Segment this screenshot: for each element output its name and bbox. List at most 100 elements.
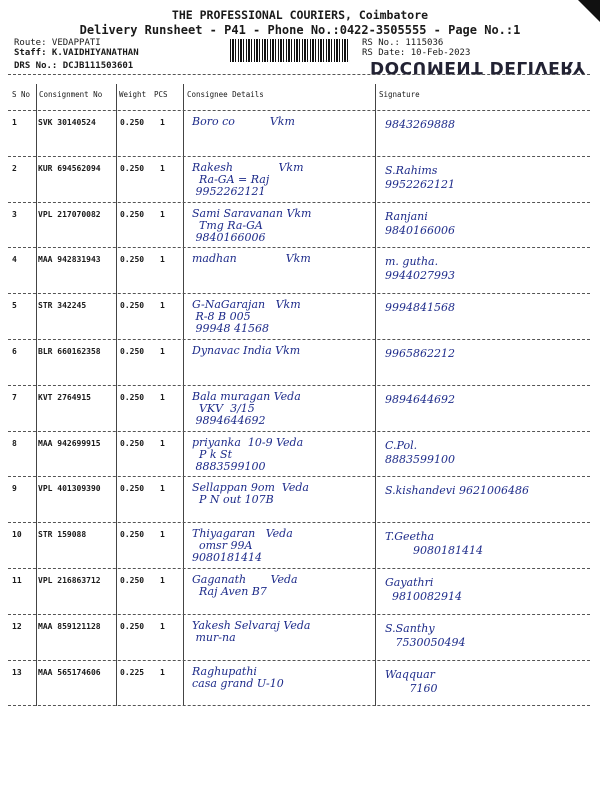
header-divider: [8, 74, 590, 75]
sno-cell: 4: [12, 255, 17, 265]
pcs-cell: 1: [160, 209, 165, 219]
row-divider: [8, 293, 590, 295]
sno-cell: 9: [12, 484, 17, 494]
consignee-details: Sellappan 9om Veda P N out 107B: [192, 481, 309, 507]
weight-cell: 0.225: [120, 667, 145, 677]
pcs-cell: 1: [160, 484, 165, 494]
weight-cell: 0.250: [120, 255, 145, 265]
consignee-details: Thiyagaran Veda omsr 99A 9080181414: [192, 527, 293, 565]
consignee-details: Sami Saravanan Vkm Tmg Ra-GA 9840166006: [192, 206, 312, 244]
table-row: 3 VPL 217070082 0.250 1 Sami Saravanan Vkm T…: [0, 202, 600, 249]
rs-number: RS No.: 1115036: [362, 38, 444, 48]
pcs-cell: 1: [160, 667, 165, 677]
route-label: Route: VEDAPPATI: [14, 38, 101, 48]
page-corner-fold: [578, 0, 600, 22]
consignee-details: priyanka 10-9 Veda P k St 8883599100: [192, 435, 304, 473]
sno-cell: 13: [12, 667, 22, 677]
consignment-cell: MAA 565174606: [38, 667, 101, 677]
weight-cell: 0.250: [120, 576, 145, 585]
signature-handwritten: 9894644692: [385, 392, 455, 406]
consignment-cell: STR 159088: [38, 530, 87, 540]
signature-handwritten: T.Geetha 9080181414: [385, 530, 483, 558]
signature-handwritten: Waqquar 7160: [385, 667, 438, 695]
header-weight: Weight: [119, 90, 147, 99]
consignee-details: Bala muragan Veda VKV 3/15 9894644692: [192, 389, 301, 427]
runsheet-subtitle: Delivery Runsheet - P41 - Phone No.:0422…: [79, 23, 521, 37]
weight-cell: 0.250: [120, 347, 145, 356]
consignee-details: Yakesh Selvaraj Veda mur-na: [192, 618, 311, 644]
row-divider: [8, 567, 590, 569]
weight-cell: 0.250: [120, 484, 145, 494]
table-row: 6 BLR 660162358 0.250 1 Dynavac India Vkm 996…: [0, 339, 600, 386]
staff-label: Staff: K.VAIDHIYANATHAN: [14, 48, 139, 58]
consignment-cell: KVT 2764915: [38, 392, 91, 402]
row-divider: [8, 613, 590, 615]
weight-cell: 0.250: [120, 163, 145, 173]
consignment-cell: MAA 942699915: [38, 438, 101, 448]
table-row: 13 MAA 565174606 0.225 1 Raghupathi casa gra…: [0, 660, 600, 707]
pcs-cell: 1: [160, 347, 165, 356]
row-divider: [8, 659, 590, 661]
signature-handwritten: m. gutha. 9944027993: [385, 255, 455, 283]
rs-date: RS Date: 10-Feb-2023: [362, 48, 471, 58]
pcs-cell: 1: [160, 163, 165, 173]
header-consignee: Consignee Details: [187, 90, 264, 99]
consignee-details: Rakesh Vkm Ra-GA = Raj 9952262121: [192, 160, 304, 198]
consignee-details: Boro co Vkm: [192, 115, 295, 128]
weight-cell: 0.250: [120, 301, 145, 311]
pcs-cell: 1: [160, 301, 165, 311]
row-divider: [8, 522, 590, 524]
header-pcs: PCS: [154, 90, 168, 99]
signature-handwritten: S.Rahims 9952262121: [385, 163, 455, 191]
consignment-cell: VPL 401309390: [38, 484, 101, 494]
row-divider: [8, 247, 590, 249]
column-divider: [116, 84, 117, 706]
column-divider: [36, 84, 37, 706]
row-divider: [8, 155, 590, 157]
signature-handwritten: 9994841568: [385, 301, 455, 315]
header-sno: S No: [12, 90, 31, 99]
pcs-cell: 1: [160, 118, 165, 127]
signature-handwritten: C.Pol. 8883599100: [385, 438, 455, 466]
table-row: 2 KUR 694562094 0.250 1 Rakesh Vkm Ra-GA = R…: [0, 156, 600, 203]
sno-cell: 5: [12, 301, 17, 311]
consignment-cell: MAA 859121128: [38, 621, 101, 631]
row-divider: [8, 705, 590, 707]
table-row: 1 SVK 30140524 0.250 1 Boro co Vkm 9843269888: [0, 110, 600, 157]
table-row: 4 MAA 942831943 0.250 1 madhan Vkm m. gutha. …: [0, 247, 600, 295]
consignment-cell: MAA 942831943: [38, 255, 101, 265]
table-header-divider: [8, 110, 590, 111]
pcs-cell: 1: [160, 621, 165, 631]
consignee-details: Raghupathi casa grand U-10: [192, 664, 284, 690]
signature-handwritten: Gayathri 9810082914: [385, 576, 462, 603]
consignment-cell: KUR 694562094: [38, 163, 101, 173]
consignee-details: G-NaGarajan Vkm R-8 B 005 99948 41568: [192, 298, 301, 336]
pcs-cell: 1: [160, 576, 165, 585]
row-divider: [8, 476, 590, 478]
sno-cell: 7: [12, 392, 17, 402]
pcs-cell: 1: [160, 530, 165, 540]
header-consignment: Consignment No: [39, 90, 103, 99]
consignment-cell: VPL 216863712: [38, 576, 101, 585]
pcs-cell: 1: [160, 255, 165, 265]
header-signature: Signature: [379, 90, 420, 99]
signature-handwritten: S.kishandevi 9621006486: [385, 484, 529, 498]
weight-cell: 0.250: [120, 118, 145, 127]
table-row: 12 MAA 859121128 0.250 1 Yakesh Selvaraj Ved…: [0, 614, 600, 661]
pcs-cell: 1: [160, 392, 165, 402]
consignment-cell: VPL 217070082: [38, 209, 101, 219]
signature-handwritten: 9965862212: [385, 347, 455, 360]
row-divider: [8, 384, 590, 386]
weight-cell: 0.250: [120, 530, 145, 540]
sno-cell: 1: [12, 118, 17, 127]
row-divider: [8, 201, 590, 203]
sno-cell: 3: [12, 209, 17, 219]
table-row: 11 VPL 216863712 0.250 1 Gaganath Veda Raj A…: [0, 568, 600, 615]
sno-cell: 12: [12, 621, 22, 631]
sno-cell: 11: [12, 576, 22, 585]
consignment-cell: SVK 30140524: [38, 118, 96, 127]
consignment-cell: STR 342245: [38, 301, 87, 311]
table-row: 10 STR 159088 0.250 1 Thiyagaran Veda omsr 9…: [0, 522, 600, 569]
column-divider: [375, 84, 376, 706]
table-row: 7 KVT 2764915 0.250 1 Bala muragan Veda VKV …: [0, 385, 600, 432]
